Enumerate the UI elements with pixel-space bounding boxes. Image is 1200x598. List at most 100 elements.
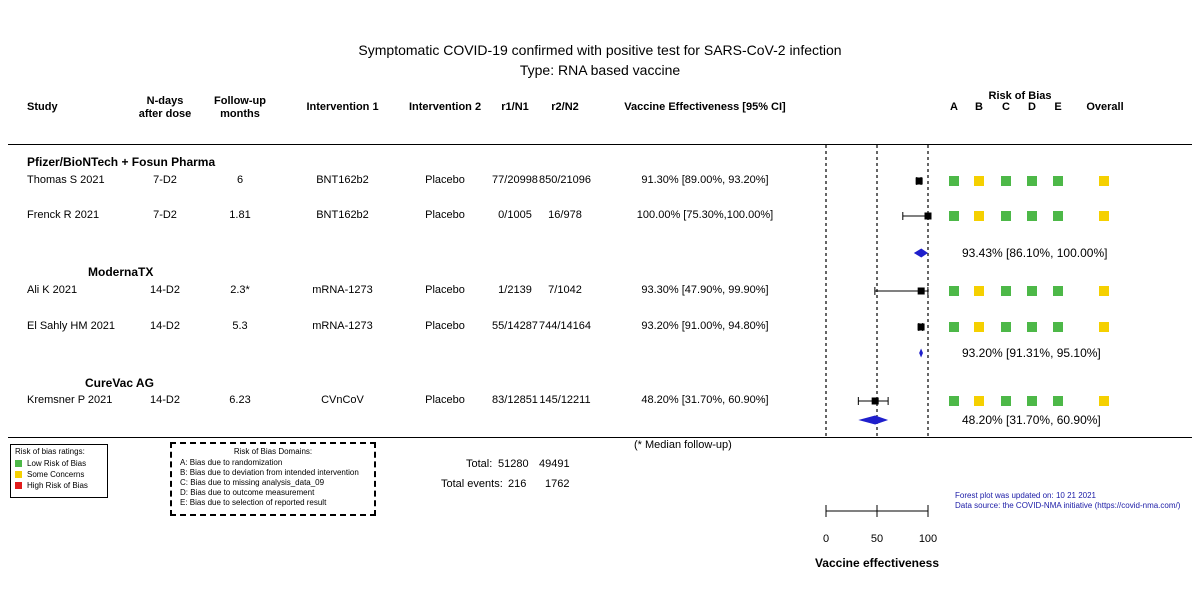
rob-square bbox=[974, 396, 984, 406]
cell-study: Frenck R 2021 bbox=[27, 209, 100, 221]
rob-legend-item: Some Concerns bbox=[15, 469, 103, 480]
cell-intervention2: Placebo bbox=[425, 320, 465, 332]
totals-n2: 49491 bbox=[539, 458, 570, 470]
point-estimate bbox=[871, 397, 879, 405]
group-header: ModernaTX bbox=[88, 265, 154, 279]
rob-square bbox=[1001, 396, 1011, 406]
cell-intervention2: Placebo bbox=[425, 394, 465, 406]
cell-r1n1: 1/2139 bbox=[498, 284, 532, 296]
cell-r1n1: 77/20998 bbox=[492, 174, 538, 186]
x-tick-label: 50 bbox=[871, 533, 883, 545]
rob-square bbox=[1053, 211, 1063, 221]
rob-square bbox=[949, 396, 959, 406]
cell-ndays: 14-D2 bbox=[150, 284, 180, 296]
domain-legend-item: E: Bias due to selection of reported res… bbox=[180, 498, 327, 507]
rob-square bbox=[1001, 322, 1011, 332]
rob-square bbox=[1027, 322, 1037, 332]
pooled-diamond bbox=[858, 415, 889, 425]
cell-r2n2: 850/21096 bbox=[539, 174, 591, 186]
chart-subtitle: Type: RNA based vaccine bbox=[519, 62, 681, 78]
pooled-estimate-label: 48.20% [31.70%, 60.90%] bbox=[962, 413, 1101, 427]
source-note: Data source: the COVID-NMA initiative (h… bbox=[955, 501, 1181, 510]
rob-square bbox=[1099, 322, 1109, 332]
cell-r2n2: 16/978 bbox=[548, 209, 582, 221]
rob-square bbox=[1053, 396, 1063, 406]
rob-domain-header: B bbox=[975, 101, 983, 113]
rob-square bbox=[974, 322, 984, 332]
rob-square bbox=[949, 286, 959, 296]
cell-intervention1: mRNA-1273 bbox=[312, 320, 373, 332]
rob-square bbox=[1099, 396, 1109, 406]
rob-legend-label: Some Concerns bbox=[27, 470, 85, 479]
domain-legend-item: D: Bias due to outcome measurement bbox=[180, 488, 315, 497]
chart-title: Symptomatic COVID-19 confirmed with posi… bbox=[358, 42, 842, 58]
total-events-e1: 216 bbox=[508, 478, 527, 490]
cell-study: El Sahly HM 2021 bbox=[27, 320, 116, 332]
cell-study: Kremsner P 2021 bbox=[27, 394, 113, 406]
header-study: Study bbox=[27, 101, 58, 113]
rob-domains-legend-title: Risk of Bias Domains: bbox=[233, 447, 313, 456]
rob-square bbox=[1027, 396, 1037, 406]
cell-r1n1: 55/14287 bbox=[492, 320, 538, 332]
pooled-diamond bbox=[919, 348, 924, 358]
point-estimate bbox=[924, 212, 932, 220]
point-estimate bbox=[915, 177, 923, 185]
cell-r2n2: 145/12211 bbox=[539, 394, 591, 406]
rob-square bbox=[949, 211, 959, 221]
rob-square bbox=[949, 176, 959, 186]
rob-legend-swatch bbox=[15, 460, 22, 467]
cell-intervention2: Placebo bbox=[425, 209, 465, 221]
x-tick-label: 100 bbox=[919, 533, 937, 545]
median-note: (* Median follow-up) bbox=[634, 439, 732, 451]
header-ve: Vaccine Effectiveness [95% CI] bbox=[624, 101, 786, 113]
rob-domain-header: A bbox=[950, 101, 958, 113]
cell-intervention1: BNT162b2 bbox=[316, 174, 369, 186]
pooled-estimate-label: 93.43% [86.10%, 100.00%] bbox=[962, 246, 1108, 260]
header-intervention1: Intervention 1 bbox=[306, 101, 379, 113]
cell-ndays: 7-D2 bbox=[153, 209, 177, 221]
cell-followup: 5.3 bbox=[232, 320, 248, 332]
cell-intervention1: CVnCoV bbox=[321, 394, 364, 406]
cell-r1n1: 83/12851 bbox=[492, 394, 538, 406]
rob-square bbox=[1099, 211, 1109, 221]
x-axis-label: Vaccine effectiveness bbox=[815, 556, 939, 570]
rob-square bbox=[1053, 322, 1063, 332]
cell-study: Thomas S 2021 bbox=[27, 174, 105, 186]
cell-intervention1: mRNA-1273 bbox=[312, 284, 373, 296]
cell-study: Ali K 2021 bbox=[27, 284, 78, 296]
rob-legend-item: High Risk of Bias bbox=[15, 480, 103, 491]
totals-n1: 51280 bbox=[498, 458, 529, 470]
point-estimate bbox=[917, 287, 925, 295]
rob-domains-legend: Risk of Bias Domains: A: Bias due to ran… bbox=[170, 442, 376, 516]
cell-ve: 93.30% [47.90%, 99.90%] bbox=[641, 284, 769, 296]
cell-ve: 100.00% [75.30%,100.00%] bbox=[636, 209, 774, 221]
rob-legend-item: Low Risk of Bias bbox=[15, 458, 103, 469]
header-followup: Follow-up months bbox=[214, 95, 266, 120]
cell-ndays: 14-D2 bbox=[150, 394, 180, 406]
rob-square bbox=[1001, 286, 1011, 296]
cell-intervention2: Placebo bbox=[425, 284, 465, 296]
rob-domain-header: C bbox=[1002, 101, 1010, 113]
header-ndays: N-days after dose bbox=[138, 95, 192, 120]
cell-ndays: 7-D2 bbox=[153, 174, 177, 186]
rob-square bbox=[974, 176, 984, 186]
cell-ndays: 14-D2 bbox=[150, 320, 180, 332]
header-r1n1: r1/N1 bbox=[501, 101, 529, 113]
rob-domain-header: D bbox=[1028, 101, 1036, 113]
rob-square bbox=[974, 286, 984, 296]
rob-legend-label: High Risk of Bias bbox=[27, 481, 88, 490]
domain-legend-item: A: Bias due to randomization bbox=[180, 458, 283, 467]
cell-followup: 6.23 bbox=[229, 394, 251, 406]
footer-rule bbox=[8, 437, 1192, 438]
header-rob: Risk of Bias bbox=[988, 90, 1052, 102]
rob-legend-swatch bbox=[15, 471, 22, 478]
cell-r1n1: 0/1005 bbox=[498, 209, 532, 221]
rob-square bbox=[1001, 176, 1011, 186]
group-header: Pfizer/BioNTech + Fosun Pharma bbox=[27, 155, 216, 169]
cell-ve: 93.20% [91.00%, 94.80%] bbox=[641, 320, 769, 332]
rob-ratings-legend: Risk of bias ratings: Low Risk of Bias So… bbox=[10, 444, 108, 498]
rob-square bbox=[1027, 176, 1037, 186]
totals-label: Total: bbox=[466, 458, 493, 470]
domain-legend-item: B: Bias due to deviation from intended i… bbox=[180, 468, 359, 477]
